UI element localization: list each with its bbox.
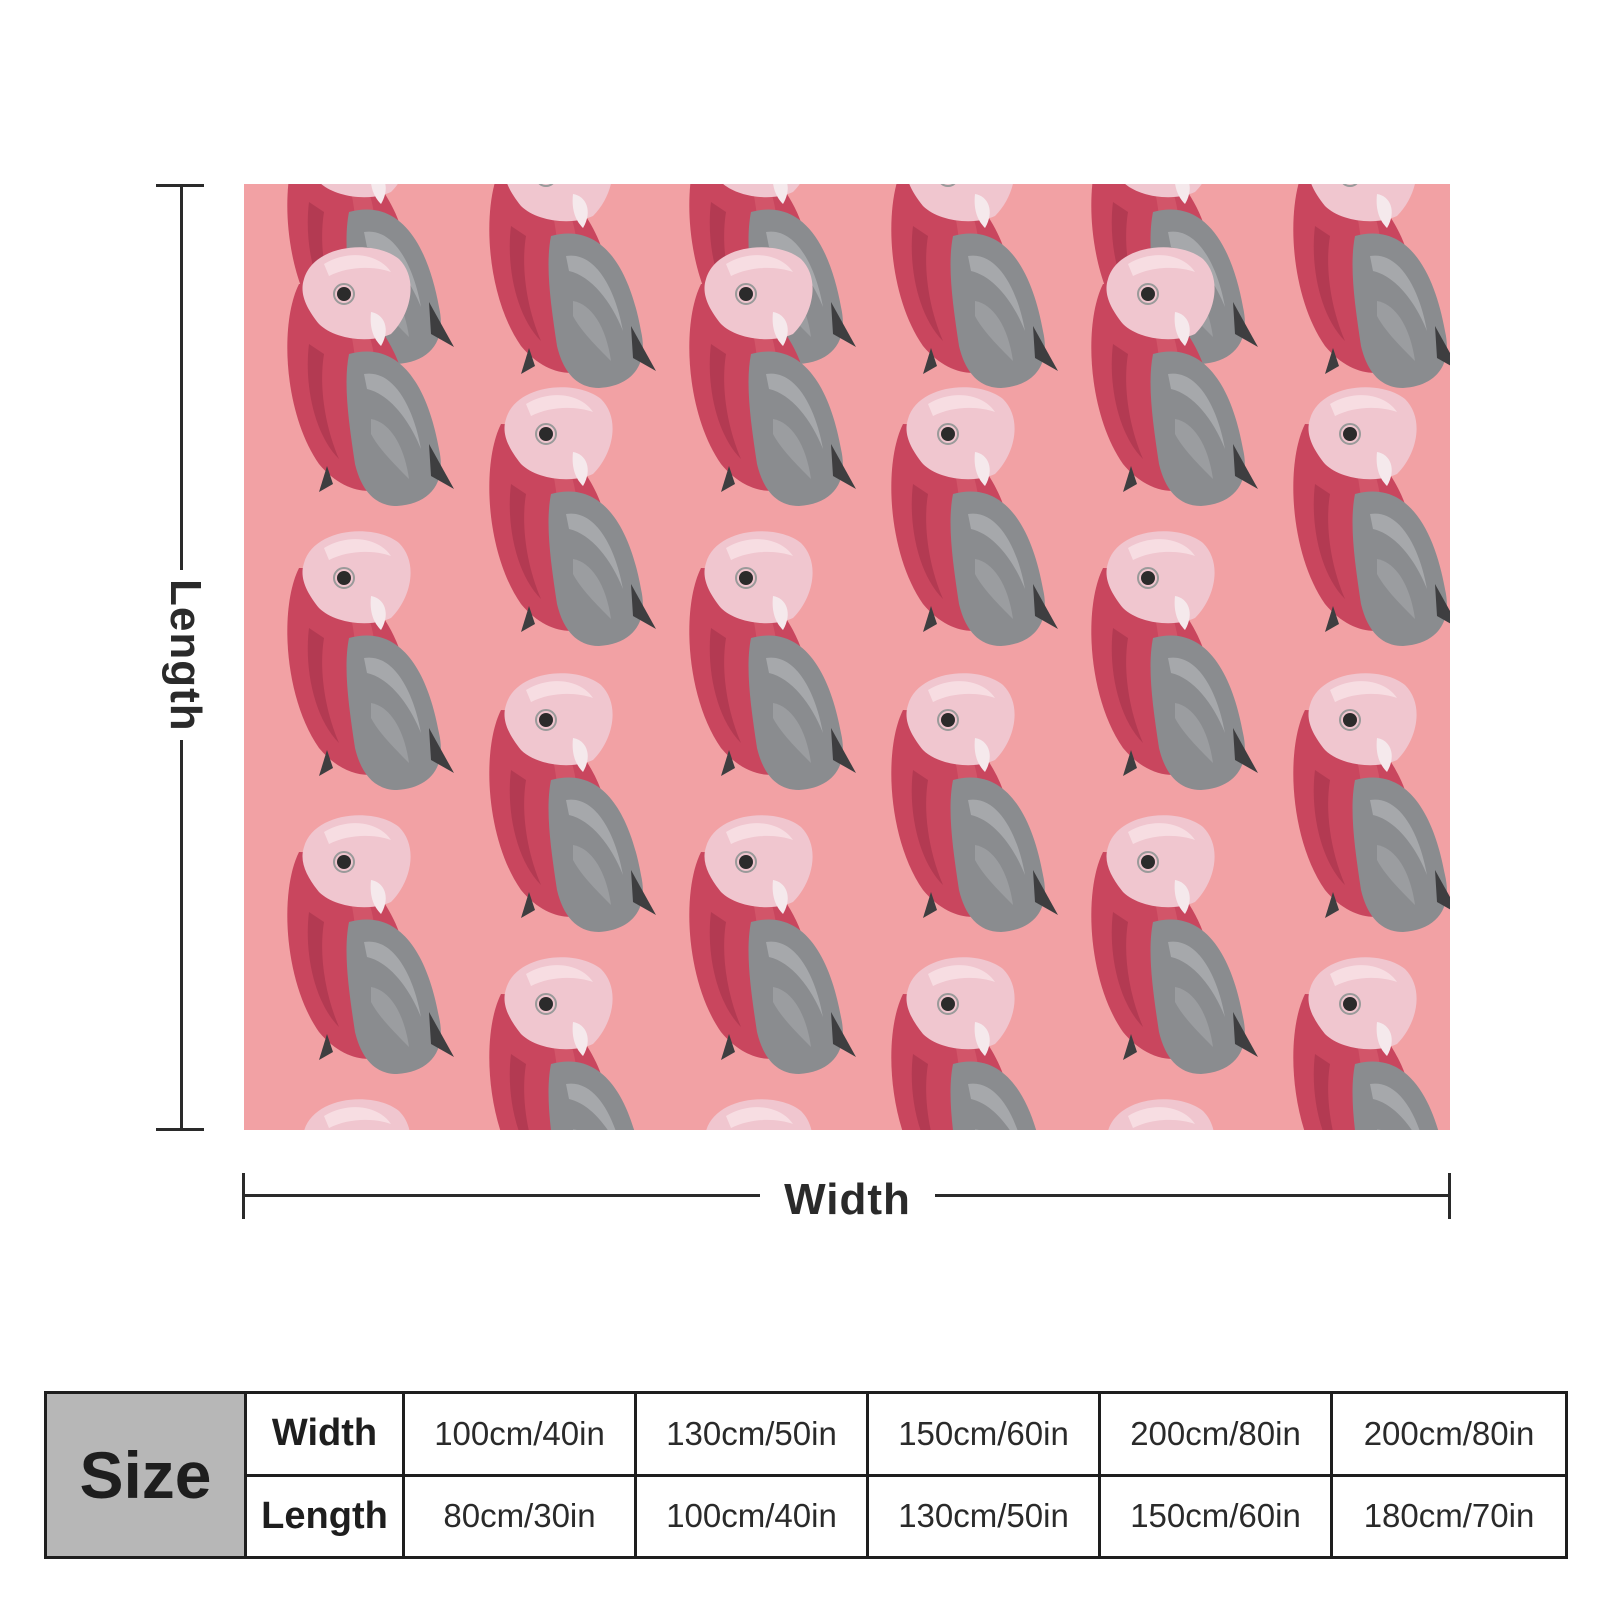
width-label: Width <box>760 1170 935 1230</box>
row-label-length: Length <box>244 1473 405 1559</box>
table-row-width: Size Width 100cm/40in 130cm/50in 150cm/6… <box>44 1391 1568 1559</box>
table-cell: 130cm/50in <box>634 1391 869 1477</box>
row-label-width: Width <box>244 1391 405 1477</box>
table-cell: 180cm/70in <box>1330 1473 1568 1559</box>
table-cell: 150cm/60in <box>1098 1473 1333 1559</box>
table-cell: 80cm/30in <box>402 1473 637 1559</box>
blanket-preview <box>244 184 1450 1130</box>
table-cell: 200cm/80in <box>1098 1391 1333 1477</box>
size-header: Size <box>44 1391 247 1559</box>
table-cell: 100cm/40in <box>402 1391 637 1477</box>
table-row-length: Length 80cm/30in 100cm/40in 130cm/50in 1… <box>46 1473 1568 1559</box>
length-label: Length <box>160 570 210 740</box>
table-cell: 130cm/50in <box>866 1473 1101 1559</box>
table-cell: 100cm/40in <box>634 1473 869 1559</box>
size-table: Size Width 100cm/40in 130cm/50in 150cm/6… <box>44 1391 1568 1559</box>
table-cell: 200cm/80in <box>1330 1391 1568 1477</box>
table-cell: 150cm/60in <box>866 1391 1101 1477</box>
galah-pattern <box>244 184 1450 1130</box>
